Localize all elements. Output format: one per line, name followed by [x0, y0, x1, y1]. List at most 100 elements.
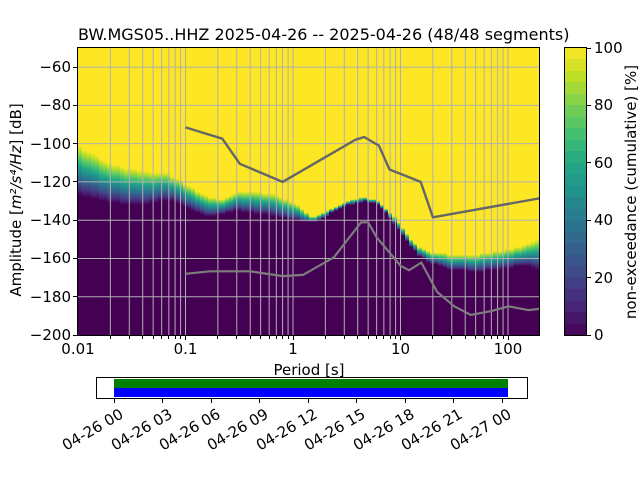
- heatmap-column: [300, 48, 305, 335]
- heatmap-column: [518, 48, 523, 335]
- colorbar-step: [565, 323, 586, 336]
- noise-model-lines: [185, 126, 539, 316]
- timeline-ppsd-bar: [114, 388, 508, 397]
- colorbar-tick-mark: [587, 277, 591, 279]
- y-tick-mark: [73, 66, 77, 68]
- heatmap-column: [291, 48, 297, 335]
- heatmap-column: [476, 48, 481, 335]
- heatmap-column: [329, 48, 335, 335]
- x-minor-tick: [142, 336, 144, 339]
- heatmap-column: [82, 48, 87, 335]
- timeline-data-bar: [114, 379, 508, 388]
- x-minor-tick: [109, 336, 111, 339]
- timeline-tick-mark: [162, 399, 164, 403]
- colorbar-tick-label: 0: [594, 326, 604, 344]
- x-tick-label: 10: [390, 340, 411, 358]
- heatmap-column: [438, 48, 444, 335]
- x-minor-tick: [275, 336, 277, 339]
- x-minor-tick: [249, 336, 251, 339]
- colorbar-step: [565, 231, 586, 244]
- heatmap-column: [111, 48, 117, 335]
- heatmap-column: [270, 48, 276, 335]
- colorbar-tick-label: 20: [594, 268, 614, 287]
- colorbar-step: [565, 185, 586, 198]
- heatmap-column: [199, 48, 205, 335]
- grid-overlay: [78, 48, 539, 335]
- x-minor-tick: [497, 336, 499, 339]
- colorbar-tick-label: 60: [594, 153, 614, 172]
- heatmap-column: [375, 48, 381, 335]
- heatmap-column: [132, 48, 138, 335]
- x-minor-tick: [490, 336, 492, 339]
- colorbar-tick-mark: [587, 162, 591, 164]
- heatmap-column: [492, 48, 498, 335]
- x-minor-tick: [217, 336, 219, 339]
- heatmap-column: [480, 48, 486, 335]
- colorbar-tick-label: 100: [594, 39, 623, 57]
- heatmap-column: [321, 48, 326, 335]
- x-minor-tick: [483, 336, 485, 339]
- heatmap-column: [115, 48, 121, 335]
- y-tick-label: −180: [29, 287, 71, 306]
- heatmap-column: [362, 48, 368, 335]
- heatmap-column: [149, 48, 155, 335]
- heatmap-column: [174, 48, 180, 335]
- x-minor-tick: [152, 336, 154, 339]
- colorbar-step: [565, 254, 586, 267]
- heatmap-column: [471, 48, 477, 335]
- colorbar-tick-mark: [587, 219, 591, 221]
- heatmap-column: [283, 48, 289, 335]
- x-tick-label: 0.01: [61, 340, 95, 358]
- heatmap-column: [157, 48, 163, 335]
- colorbar-step: [565, 59, 586, 72]
- timeline-frame: [96, 377, 528, 399]
- heatmap-column: [509, 48, 515, 335]
- heatmap-column: [501, 48, 507, 335]
- timeline-tick-mark: [259, 399, 261, 403]
- x-minor-tick: [451, 336, 453, 339]
- x-minor-tick: [236, 336, 238, 339]
- colorbar-step: [565, 82, 586, 95]
- timeline-tick-mark: [356, 399, 358, 403]
- x-minor-tick: [383, 336, 385, 339]
- timeline-tick-mark: [114, 399, 115, 403]
- x-axis-label: Period [s]: [273, 361, 345, 379]
- heatmap-column: [186, 48, 192, 335]
- colorbar-step: [565, 48, 586, 60]
- heatmap-column: [346, 48, 351, 335]
- nhnm-line: [185, 126, 539, 219]
- heatmap-column: [400, 48, 406, 335]
- x-minor-tick: [376, 336, 378, 339]
- heatmap-column: [379, 48, 385, 335]
- colorbar-tick-label: 40: [594, 211, 614, 230]
- heatmap-column: [383, 48, 389, 335]
- colorbar-step: [565, 220, 586, 233]
- y-tick-mark: [73, 143, 77, 145]
- heatmap-column: [450, 48, 456, 335]
- heatmap-column: [371, 48, 377, 335]
- heatmap-column: [354, 48, 360, 335]
- x-minor-tick: [395, 336, 397, 339]
- heatmap-column: [224, 48, 230, 335]
- timeline-tick-mark: [210, 399, 212, 403]
- colorbar-step: [565, 174, 586, 187]
- heatmap-column: [409, 48, 414, 335]
- heatmap-column: [413, 48, 419, 335]
- heatmap-column: [274, 48, 280, 335]
- heatmap-column: [262, 48, 268, 335]
- colorbar-tick-mark: [587, 334, 591, 336]
- colorbar-step: [565, 289, 586, 302]
- colorbar-step: [565, 70, 586, 83]
- heatmap-column: [308, 48, 314, 335]
- heatmap-column: [124, 48, 129, 335]
- heatmap-column: [220, 48, 226, 335]
- colorbar-step: [565, 197, 586, 210]
- x-major-tick: [185, 336, 186, 340]
- heatmap-column: [316, 48, 322, 335]
- heatmap-column: [396, 48, 402, 335]
- heatmap-column: [254, 48, 259, 335]
- x-minor-tick: [357, 336, 359, 339]
- heatmap-column: [170, 48, 175, 335]
- heatmap-column: [337, 48, 343, 335]
- plot-title: BW.MGS05..HHZ 2025-04-26 -- 2025-04-26 (…: [78, 25, 570, 44]
